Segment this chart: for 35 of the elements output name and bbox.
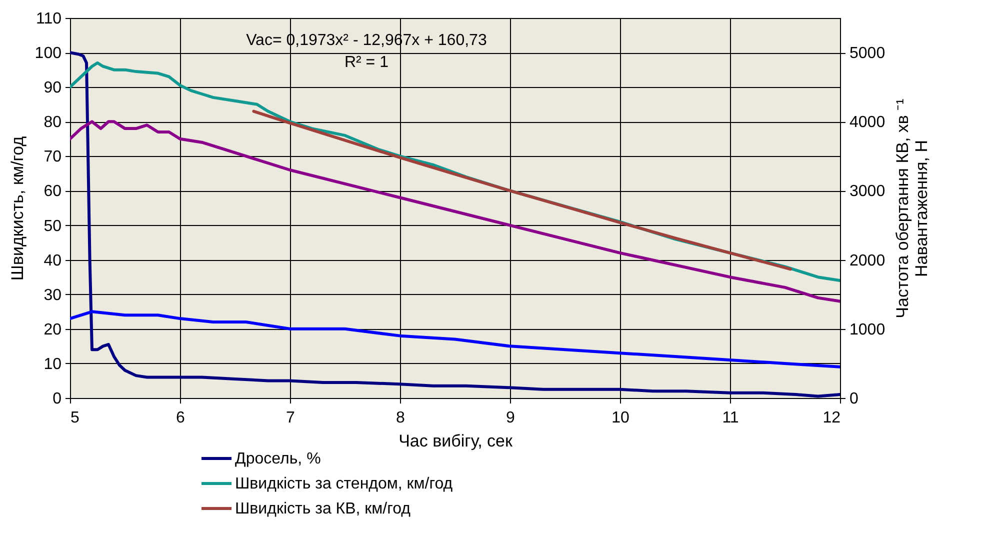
x-tick-label: 12 <box>822 410 841 426</box>
y-tick-label: 50 <box>44 218 62 235</box>
y2-tick-label: 2000 <box>850 252 886 270</box>
legend-label: Дросель, % <box>235 450 321 468</box>
x-tick-label: 5 <box>70 410 80 426</box>
y-tick-label: 110 <box>36 10 62 28</box>
y-tick-label: 90 <box>44 80 62 97</box>
y-tick-label: 20 <box>44 321 62 338</box>
line-series <box>252 110 792 271</box>
y2-tick-label: 5000 <box>850 45 886 62</box>
y2-tick-label: 1000 <box>850 321 886 338</box>
x-tick-label: 6 <box>176 410 186 426</box>
x-tick-label: 9 <box>506 410 516 426</box>
y-tick-label: 30 <box>44 286 62 304</box>
x-tick-label: 8 <box>396 410 406 426</box>
y-tick-label: 10 <box>44 356 62 373</box>
y-tick-label: 40 <box>44 252 62 270</box>
text: Частота обертання КВ, хв ⁻¹ <box>893 98 912 318</box>
annotation: R² = 1 <box>344 54 389 71</box>
legend-label: Швидкість за КВ, км/год <box>235 500 412 518</box>
x-tick-label: 7 <box>286 410 296 426</box>
x-tick-label: 10 <box>612 410 630 426</box>
x-axis-title: Час вибігу, сек <box>398 432 514 450</box>
y2-tick-label: 3000 <box>850 183 886 200</box>
y-tick-label: 70 <box>44 148 62 166</box>
y-tick-label: 0 <box>52 390 62 408</box>
legend-label: Швидкість за стендом, км/год <box>235 476 454 492</box>
y2-tick-label: 4000 <box>850 114 886 132</box>
y-tick-label: 100 <box>34 45 62 62</box>
y-tick-label: 80 <box>44 114 62 132</box>
x-tick-label: 11 <box>722 410 739 426</box>
text: Навантаження, Н <box>912 140 932 277</box>
y-axis-title: Швидкисть, км/год <box>8 136 27 281</box>
y2-tick-label: 0 <box>850 390 858 408</box>
y-tick-label: 60 <box>44 183 62 200</box>
